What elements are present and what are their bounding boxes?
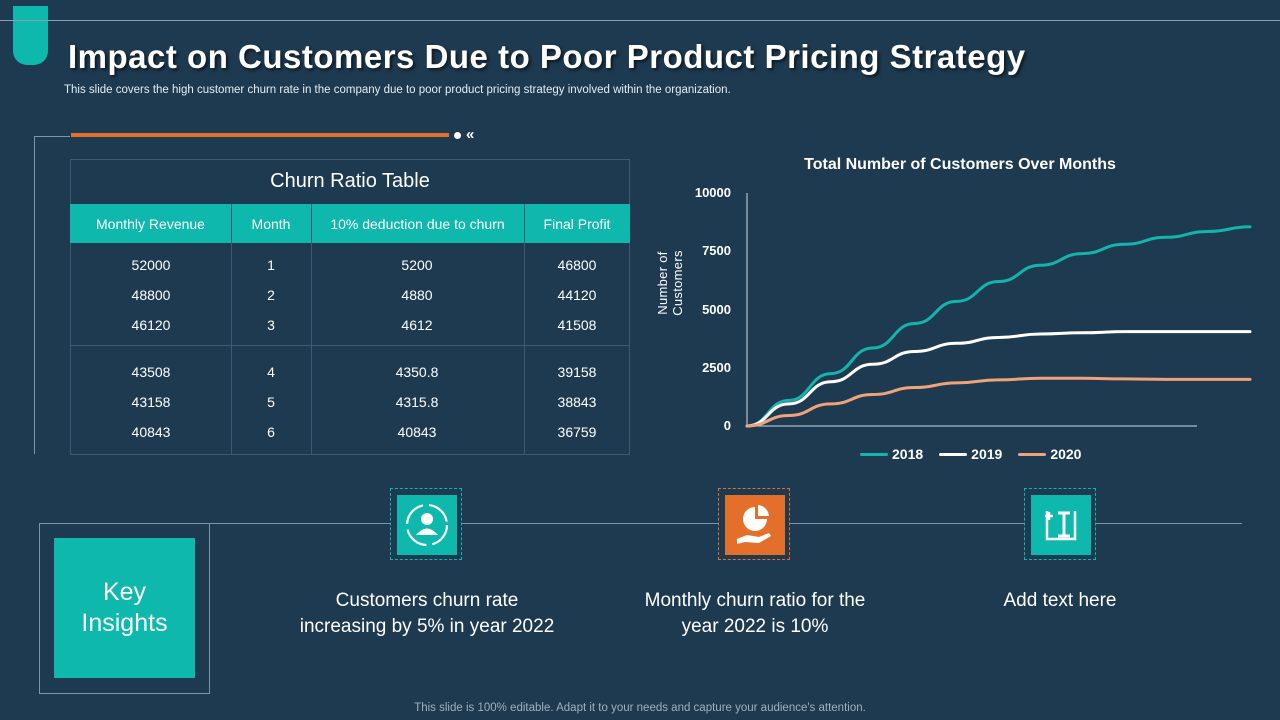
table-header-cell: 10% deduction due to churn — [330, 216, 505, 232]
table-cell: 1 — [267, 257, 275, 273]
legend-item-2018: 2018 — [860, 446, 923, 462]
table-cell: 38843 — [557, 394, 597, 410]
double-chevron-left-icon: « — [466, 126, 475, 143]
y-tick-label: 5000 — [702, 301, 731, 317]
y-tick-label: 7500 — [702, 243, 731, 259]
table-header-row: Monthly Revenue Month 10% deduction due … — [70, 204, 630, 243]
table-row-divider — [70, 345, 630, 346]
churn-ratio-table — [70, 159, 630, 455]
table-cell: 4880 — [401, 287, 433, 303]
table-cell: 4 — [267, 364, 275, 380]
footer-note: This slide is 100% editable. Adapt it to… — [414, 702, 866, 714]
y-tick-label: 0 — [723, 418, 731, 433]
key-insights-line1: Key — [102, 578, 147, 606]
table-cell: 52000 — [131, 257, 171, 273]
pie-chart-hand-icon — [725, 495, 785, 555]
chart-legend: 2018 2019 2020 — [860, 446, 1081, 462]
table-cell: 5200 — [401, 257, 433, 273]
legend-item-2020: 2020 — [1018, 446, 1081, 462]
table-column-divider — [524, 204, 525, 455]
table-header-cell: Final Profit — [543, 216, 611, 232]
table-cell: 46120 — [131, 317, 171, 333]
legend-swatch — [939, 452, 968, 456]
table-cell: 46800 — [557, 257, 597, 273]
header-tab-accent — [13, 6, 48, 65]
table-cell: 39158 — [557, 364, 597, 380]
table-cell: 44120 — [557, 287, 597, 303]
key-insights-label: Key Insights — [54, 538, 195, 678]
header-divider — [0, 20, 1280, 21]
insight-text: Add text here — [1003, 590, 1117, 611]
insight-icon-frame — [390, 488, 462, 560]
table-frame-line — [34, 136, 35, 454]
table-cell: 2 — [267, 287, 275, 303]
customer-refresh-icon — [397, 495, 457, 555]
table-title: Churn Ratio Table — [270, 170, 430, 192]
table-cell: 36759 — [557, 424, 597, 440]
page-subtitle: This slide covers the high customer chur… — [64, 84, 731, 96]
insight-icon-frame — [718, 488, 790, 560]
y-tick-label: 2500 — [702, 359, 731, 375]
y-tick-label: 10000 — [694, 185, 731, 200]
table-cell: 43508 — [131, 364, 171, 380]
page-title: Impact on Customers Due to Poor Product … — [68, 38, 1026, 75]
table-column-divider — [231, 204, 232, 455]
series-line-2019 — [745, 330, 1252, 428]
table-cell: 4315.8 — [395, 394, 439, 410]
table-cell: 48800 — [131, 287, 171, 303]
insight-text: Customers churn rate increasing by 5% in… — [299, 590, 555, 637]
insights-divider — [120, 523, 1242, 524]
legend-label: 2020 — [1050, 446, 1082, 462]
table-frame-line — [34, 136, 70, 137]
insight-icon-frame — [1024, 488, 1096, 560]
series-line-2018 — [745, 225, 1252, 428]
legend-label: 2018 — [892, 446, 924, 462]
series-line-2020 — [745, 376, 1252, 428]
text-edit-icon — [1031, 495, 1091, 555]
table-cell: 40843 — [131, 424, 171, 440]
legend-swatch — [860, 452, 888, 456]
legend-item-2019: 2019 — [939, 446, 1002, 462]
accent-dot — [454, 132, 461, 139]
table-cell: 5 — [267, 394, 275, 410]
chart-title: Total Number of Customers Over Months — [804, 156, 1116, 173]
table-column-divider — [311, 204, 312, 455]
table-header-cell: Monthly Revenue — [96, 216, 205, 232]
legend-swatch — [1018, 452, 1047, 456]
table-cell: 3 — [267, 317, 275, 333]
table-cell: 40843 — [397, 424, 437, 440]
legend-label: 2019 — [971, 446, 1003, 462]
table-cell: 41508 — [557, 317, 597, 333]
insight-text: Monthly churn ratio for the year 2022 is… — [644, 590, 866, 637]
table-cell: 4612 — [401, 317, 433, 333]
key-insights-line2: Insights — [81, 609, 168, 637]
table-cell: 6 — [267, 424, 275, 440]
table-cell: 43158 — [131, 394, 171, 410]
accent-bar — [71, 133, 449, 137]
table-header-cell: Month — [251, 216, 291, 232]
table-cell: 4350.8 — [395, 364, 439, 380]
